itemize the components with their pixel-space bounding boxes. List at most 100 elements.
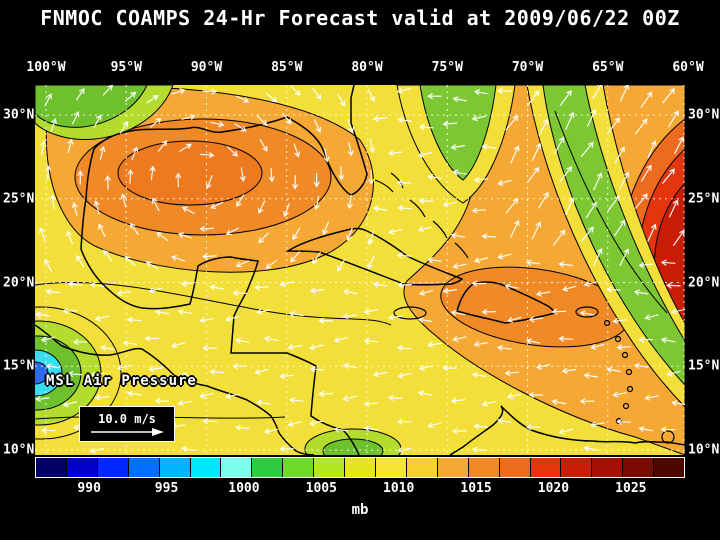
wind-arrow bbox=[538, 191, 549, 209]
islands-lesser-antilles bbox=[603, 319, 634, 425]
colorbar-tick-label: 1020 bbox=[537, 481, 570, 496]
wind-vectors-layer bbox=[35, 85, 685, 454]
field-gulf-core bbox=[117, 140, 263, 206]
lon-axis-label: 60°W bbox=[672, 60, 704, 75]
wind-arrow bbox=[592, 85, 603, 100]
wind-arrow bbox=[94, 394, 110, 401]
wind-arrow bbox=[593, 172, 603, 191]
colorbar-segment bbox=[623, 458, 655, 477]
wind-arrow bbox=[179, 143, 192, 152]
wind-arrow bbox=[607, 117, 621, 133]
wind-arrow bbox=[287, 421, 302, 427]
wind-arrow bbox=[535, 363, 551, 370]
wind-arrow bbox=[258, 232, 269, 244]
wind-arrow bbox=[235, 260, 249, 268]
wind-arrow bbox=[397, 117, 413, 123]
wind-arrow bbox=[45, 288, 61, 295]
wind-arrow bbox=[256, 115, 268, 126]
lat-axis-label-left: 15°N bbox=[3, 358, 35, 374]
wind-arrow bbox=[666, 370, 681, 377]
wind-arrow bbox=[559, 90, 572, 106]
wind-arrow bbox=[72, 111, 80, 125]
wind-arrow bbox=[496, 345, 512, 351]
wind-arrow bbox=[225, 316, 240, 322]
wind-arrow bbox=[93, 200, 100, 215]
wind-arrow bbox=[239, 167, 246, 182]
wind-arrow bbox=[124, 255, 136, 267]
coastlines-layer bbox=[35, 85, 685, 455]
wind-arrow bbox=[35, 395, 50, 402]
wind-arrow bbox=[210, 201, 224, 209]
wind-arrow bbox=[525, 338, 541, 345]
wind-arrow bbox=[181, 446, 196, 452]
wind-arrow bbox=[180, 280, 196, 287]
wind-arrow bbox=[673, 229, 685, 246]
wind-arrow bbox=[397, 372, 412, 379]
lon-axis-label: 95°W bbox=[110, 60, 142, 75]
wind-arrow bbox=[531, 142, 542, 161]
wind-arrow bbox=[481, 400, 496, 407]
wind-arrow bbox=[507, 317, 522, 323]
colorbar-tick-label: 1015 bbox=[460, 481, 492, 496]
colorbar-units-label: mb bbox=[351, 502, 369, 518]
wind-arrow bbox=[323, 148, 330, 163]
wind-arrow bbox=[471, 372, 487, 378]
field-bottom-green bbox=[322, 438, 384, 455]
colorbar-segment bbox=[36, 458, 67, 477]
wind-arrow bbox=[442, 120, 458, 127]
wind-arrow bbox=[225, 227, 239, 236]
colorbar-segment bbox=[437, 458, 469, 477]
wind-arrow bbox=[104, 175, 111, 190]
wind-arrow bbox=[282, 112, 292, 125]
wind-arrow bbox=[102, 85, 114, 96]
colorbar-segment bbox=[314, 458, 346, 477]
wind-arrow bbox=[363, 425, 379, 432]
wind-arrow bbox=[583, 372, 599, 379]
wind-arrow bbox=[333, 336, 349, 343]
wind-arrow bbox=[151, 197, 160, 211]
wind-scale-arrow bbox=[91, 427, 164, 436]
colorbar-segment bbox=[159, 458, 191, 477]
wind-arrow bbox=[236, 194, 245, 208]
wind-arrow bbox=[619, 85, 630, 102]
wind-arrow bbox=[616, 419, 632, 425]
wind-arrow bbox=[372, 371, 388, 377]
colorbar-segment bbox=[97, 458, 129, 477]
wind-arrow bbox=[235, 424, 250, 431]
wind-arrow bbox=[67, 371, 83, 377]
wind-arrow bbox=[644, 394, 659, 401]
wind-arrow bbox=[619, 171, 630, 190]
wind-arrow bbox=[293, 143, 300, 158]
colorbar-segment bbox=[66, 458, 98, 477]
wind-arrow bbox=[450, 310, 466, 316]
wind-arrow bbox=[505, 115, 519, 131]
wind-arrow bbox=[504, 370, 520, 376]
wind-arrow bbox=[417, 317, 433, 323]
wind-arrow bbox=[313, 119, 322, 133]
lat-axis-label-right: 30°N bbox=[688, 107, 720, 123]
wind-arrow bbox=[388, 150, 403, 156]
pressure-field-layer bbox=[35, 85, 685, 455]
wind-arrow bbox=[209, 368, 224, 375]
wind-arrow bbox=[590, 343, 605, 350]
wind-arrow bbox=[583, 445, 598, 452]
wind-arrow bbox=[202, 88, 218, 95]
wind-arrow bbox=[71, 202, 78, 217]
wind-arrow bbox=[452, 263, 467, 269]
island-trinidad bbox=[661, 430, 675, 444]
wind-arrow bbox=[662, 88, 675, 104]
wind-arrow bbox=[505, 197, 519, 214]
wind-arrow bbox=[98, 223, 106, 237]
colorbar-segment bbox=[654, 458, 685, 477]
wind-arrow bbox=[199, 392, 214, 399]
wind-arrow bbox=[368, 169, 375, 185]
wind-arrow bbox=[606, 366, 621, 373]
wind-arrow bbox=[554, 136, 565, 154]
colorbar-segment bbox=[221, 458, 253, 477]
wind-arrow bbox=[130, 222, 139, 235]
wind-arrow bbox=[181, 372, 196, 379]
wind-arrow bbox=[473, 341, 489, 348]
colorbar-tick-label: 1025 bbox=[615, 481, 647, 496]
wind-arrow bbox=[347, 119, 354, 134]
wind-arrow bbox=[39, 227, 46, 242]
